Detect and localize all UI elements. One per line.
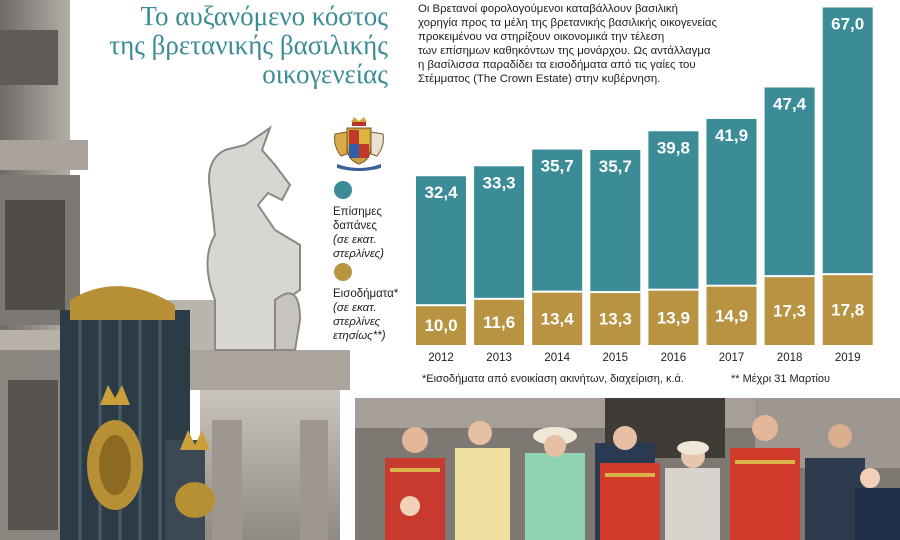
bar-income (648, 289, 699, 345)
data-label-income: 13,4 (541, 309, 575, 328)
x-tick-label: 2018 (777, 352, 803, 364)
data-label-income: 13,9 (657, 308, 690, 327)
intro-line: η βασίλισσα παραδίδει τα εισοδήματα από … (418, 59, 696, 71)
page-title: Το αυξανόμενο κόστος της βρετανικής βασι… (58, 2, 388, 89)
data-label-official: 35,7 (599, 157, 632, 176)
bar-separator (532, 290, 583, 293)
data-label-official: 32,4 (424, 183, 458, 202)
x-tick-label: 2014 (544, 352, 570, 364)
title-line: της βρετανικής βασιλικής (109, 30, 388, 60)
stacked-bar-chart: 10,0 32,4 2012 11,6 33,3 2013 13,4 35,7 2014 13,3… (416, 7, 873, 364)
data-label-income: 17,3 (773, 302, 806, 321)
bar-income (474, 298, 525, 345)
intro-text: Οι Βρετανοί φορολογούμενοι καταβάλλουν β… (418, 2, 816, 86)
bar-income (822, 274, 873, 345)
data-label-income: 14,9 (715, 306, 748, 325)
royal-family-photo (355, 398, 900, 540)
legend-swatch-official (334, 181, 352, 199)
data-label-income: 17,8 (831, 301, 864, 320)
intro-line: προκειμένου να στηρίξουν οικονομικά την … (418, 31, 665, 43)
footnote-year: ** Μέχρι 31 Μαρτίου (731, 373, 831, 385)
x-tick-label: 2013 (486, 352, 512, 364)
bar-official (532, 149, 583, 292)
bar-official (590, 149, 641, 293)
data-label-official: 47,4 (773, 94, 807, 113)
bar-separator (764, 275, 815, 278)
data-label-official: 35,7 (541, 157, 574, 176)
data-label-income: 11,6 (483, 313, 515, 332)
legend-swatch-income (334, 263, 352, 281)
bar-official (764, 87, 815, 277)
royal-coat-of-arms-icon (334, 117, 384, 171)
bar-income (764, 276, 815, 345)
x-tick-label: 2019 (835, 352, 861, 364)
data-label-income: 13,3 (599, 310, 632, 329)
bar-official (474, 166, 525, 299)
bar-official (648, 131, 699, 290)
legend-official: Επίσημες δαπάνες (σε εκατ. στερλίνες) (333, 205, 423, 261)
data-label-official: 41,9 (715, 126, 748, 145)
bar-separator (706, 284, 757, 287)
intro-line: Στέμματος (The Crown Estate) στην κυβέρν… (418, 73, 661, 85)
data-label-official: 39,8 (657, 138, 690, 157)
legend-label: Επίσημες (333, 206, 382, 218)
bar-income (706, 285, 757, 345)
intro-line: Οι Βρετανοί φορολογούμενοι καταβάλλουν β… (418, 3, 678, 15)
x-tick-label: 2015 (603, 352, 629, 364)
x-tick-label: 2012 (428, 352, 454, 364)
bar-official (822, 7, 873, 275)
x-tick-label: 2017 (719, 352, 745, 364)
legend-label: δαπάνες (333, 220, 377, 232)
data-label-official: 33,3 (483, 173, 516, 192)
bar-income (532, 291, 583, 345)
legend-unit: (σε εκατ. (333, 302, 377, 314)
intro-line: των επίσημων καθηκόντων της μονάρχου. Ως… (418, 45, 711, 57)
title-line: οικογενείας (262, 59, 388, 89)
bar-income (416, 305, 466, 345)
bar-income (590, 292, 641, 345)
data-label-income: 10,0 (424, 316, 457, 335)
legend-unit: στερλίνες) (333, 248, 385, 260)
bar-separator (474, 297, 525, 300)
footnote-income: *Εισοδήματα από ενοικίαση ακινήτων, διαχ… (422, 373, 684, 385)
intro-line: χορηγία προς τα μέλη της βρετανικής βασι… (418, 17, 717, 29)
legend-unit: ετησίως**) (333, 330, 386, 342)
legend-unit: (σε εκατ. (333, 234, 377, 246)
legend-label: Εισοδήματα* (333, 288, 399, 300)
bar-separator (590, 291, 641, 294)
bar-separator (416, 304, 466, 307)
x-tick-label: 2016 (661, 352, 687, 364)
bar-official (706, 118, 757, 286)
bar-official (416, 176, 466, 306)
legend-income: Εισοδήματα* (σε εκατ. στερλίνες ετησίως*… (333, 287, 423, 343)
legend-unit: στερλίνες (333, 316, 381, 328)
data-label-official: 67,0 (831, 14, 864, 33)
bar-separator (822, 273, 873, 276)
palace-gate-photo (0, 0, 350, 540)
bar-separator (648, 288, 699, 291)
title-line: Το αυξανόμενο κόστος (140, 1, 388, 31)
